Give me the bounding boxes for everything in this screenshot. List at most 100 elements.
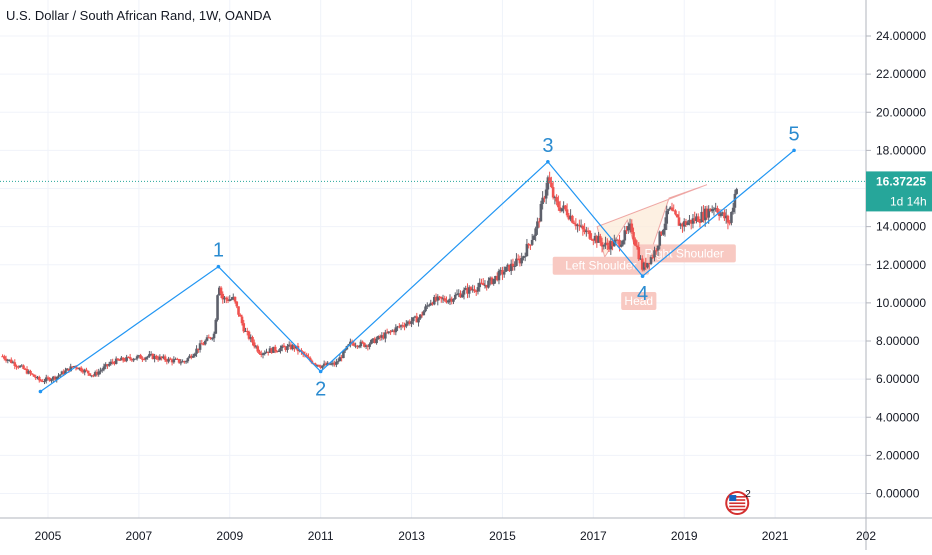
- candle-body: [445, 300, 448, 303]
- candle-body: [513, 265, 516, 267]
- candle-body: [188, 355, 191, 359]
- candle-body: [710, 209, 714, 212]
- candle-body: [85, 369, 88, 371]
- candle-body: [518, 259, 522, 264]
- candle-body: [606, 242, 609, 246]
- candle-body: [212, 333, 216, 339]
- head-label-bg: [621, 291, 657, 310]
- wave-point: [640, 274, 645, 278]
- candle-body: [130, 358, 134, 361]
- candle-body: [71, 366, 74, 368]
- candle-body: [373, 338, 377, 344]
- candle-body: [197, 348, 200, 350]
- candle-body: [275, 350, 279, 352]
- candle-layer: [1, 171, 738, 385]
- candle-body: [551, 187, 555, 198]
- wave-label-3: 3: [542, 135, 553, 157]
- candle-body: [142, 359, 146, 361]
- candle-body: [137, 355, 141, 357]
- x-tick-label: 202: [856, 529, 876, 543]
- candle-body: [191, 355, 195, 358]
- candle-body: [609, 241, 613, 250]
- candle-body: [392, 330, 396, 333]
- candle-body: [217, 287, 221, 296]
- candle-body: [183, 361, 186, 363]
- grid-layer: [0, 0, 867, 518]
- candle-body: [427, 305, 431, 307]
- candle-body: [9, 359, 13, 363]
- candle-body: [41, 381, 45, 383]
- candle-body: [252, 342, 256, 347]
- candle-body: [86, 370, 90, 374]
- candle-body: [588, 230, 592, 239]
- candle-body: [485, 284, 489, 288]
- candle-body: [317, 364, 321, 367]
- candle-body: [450, 298, 454, 302]
- candle-body: [144, 357, 148, 360]
- candle-body: [139, 355, 142, 359]
- candle-body: [438, 296, 441, 298]
- y-tick-label: 10.00000: [876, 296, 926, 310]
- candle-body: [359, 341, 363, 347]
- candle-body: [515, 258, 518, 266]
- candle-body: [471, 289, 475, 291]
- candle-body: [6, 359, 10, 361]
- candle-body: [263, 352, 267, 354]
- candle-body: [553, 197, 557, 199]
- candle-body: [607, 245, 611, 250]
- candle-body: [93, 372, 97, 376]
- candle-body: [238, 314, 242, 317]
- candle-body: [654, 250, 658, 252]
- candle-body: [48, 377, 52, 381]
- candle-body: [179, 362, 183, 364]
- candle-body: [244, 330, 247, 332]
- candle-body: [287, 344, 291, 347]
- candle-body: [677, 217, 681, 226]
- candle-body: [97, 371, 100, 375]
- candle-body: [69, 366, 73, 372]
- candle-body: [251, 337, 254, 343]
- candle-body: [46, 377, 50, 379]
- us-flag-icon-stripe: [729, 502, 746, 505]
- candle-body: [508, 264, 511, 272]
- candle-body: [16, 366, 20, 368]
- candle-body: [707, 208, 710, 218]
- y-tick-label: 0.00000: [876, 487, 920, 501]
- candle-body: [44, 377, 48, 382]
- candle-body: [410, 321, 413, 324]
- us-flag-icon: [725, 491, 750, 516]
- candle-body: [27, 370, 31, 374]
- candle-body: [529, 244, 532, 246]
- candle-body: [148, 354, 151, 357]
- candle-body: [99, 370, 102, 372]
- candle-body: [29, 370, 32, 374]
- us-flag-icon-stripe: [729, 508, 746, 511]
- left-shoulder-label-bg: [552, 256, 650, 275]
- candle-body: [716, 208, 719, 213]
- candle-body: [132, 359, 135, 361]
- candle-body: [446, 300, 450, 303]
- candle-body: [576, 224, 579, 227]
- candle-body: [284, 347, 288, 350]
- candle-body: [712, 208, 716, 210]
- candle-body: [651, 257, 655, 259]
- candle-body: [235, 301, 239, 307]
- candle-body: [256, 346, 260, 352]
- candle-body: [504, 266, 508, 272]
- candle-body: [8, 359, 11, 361]
- candle-body: [546, 177, 550, 190]
- candle-body: [343, 349, 347, 351]
- candle-body: [728, 222, 731, 224]
- candle-body: [735, 189, 738, 194]
- candle-body: [501, 270, 504, 275]
- candle-body: [492, 278, 496, 284]
- x-tick-label: 2017: [580, 529, 607, 543]
- candle-body: [177, 359, 181, 363]
- candle-body: [581, 225, 585, 230]
- candle-body: [604, 242, 607, 246]
- candle-body: [55, 376, 59, 380]
- candle-body: [593, 235, 597, 241]
- candle-body: [560, 208, 564, 212]
